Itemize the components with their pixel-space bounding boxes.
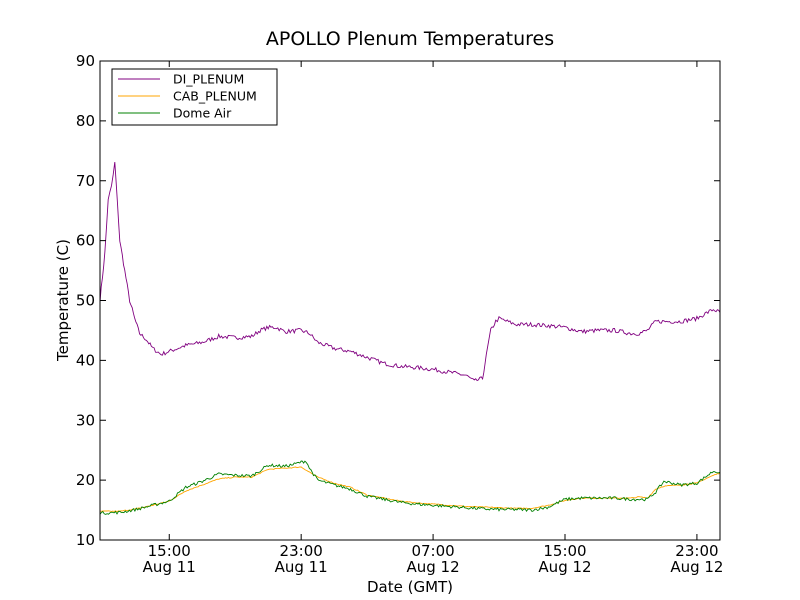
x-tick-label-time: 23:00: [280, 542, 323, 560]
x-tick-label-date: Aug 11: [143, 558, 196, 576]
y-tick-label: 60: [76, 232, 95, 250]
x-tick-label-time: 15:00: [148, 542, 191, 560]
legend-label: DI_PLENUM: [173, 72, 244, 87]
legend-label: CAB_PLENUM: [173, 89, 257, 104]
y-tick-label: 40: [76, 351, 95, 369]
y-tick-label: 10: [76, 531, 95, 549]
series-line-di-plenum: [99, 161, 721, 382]
y-tick-label: 30: [76, 411, 95, 429]
x-axis-label: Date (GMT): [367, 578, 453, 596]
x-tick-label-time: 07:00: [411, 542, 454, 560]
x-tick-label-date: Aug 12: [538, 558, 591, 576]
series-layer: [99, 161, 721, 515]
x-tick-label-time: 15:00: [543, 542, 586, 560]
x-tick-label-time: 23:00: [675, 542, 718, 560]
y-tick-label: 20: [76, 471, 95, 489]
legend-entries: DI_PLENUM CAB_PLENUM Dome Air: [118, 72, 257, 121]
x-tick-label-date: Aug 12: [670, 558, 723, 576]
legend-box: [111, 68, 278, 126]
x-tick-label-date: Aug 12: [407, 558, 460, 576]
legend: DI_PLENUM CAB_PLENUM Dome Air: [111, 68, 278, 126]
y-tick-label: 70: [76, 172, 95, 190]
series-line-cab-plenum: [99, 466, 721, 513]
series-line-dome-air: [99, 460, 721, 515]
chart-title: APOLLO Plenum Temperatures: [266, 28, 554, 50]
y-tick-label: 50: [76, 292, 95, 310]
y-tick-label: 90: [76, 52, 95, 70]
y-axis-label: Temperature (C): [54, 239, 72, 362]
y-tick-label: 80: [76, 112, 95, 130]
legend-label: Dome Air: [173, 106, 232, 121]
x-tick-label-date: Aug 11: [275, 558, 328, 576]
